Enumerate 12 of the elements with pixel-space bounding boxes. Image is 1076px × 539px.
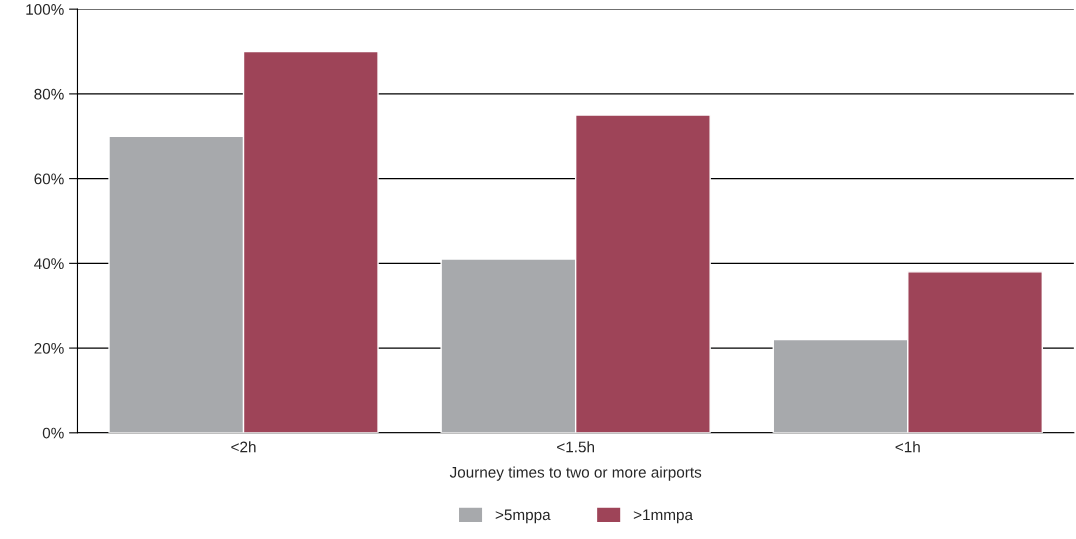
- legend-label: >5mppa: [495, 509, 551, 524]
- y-tick-label: 20%: [34, 342, 64, 354]
- y-tick-label: 80%: [34, 88, 64, 100]
- y-tick-label: 100%: [26, 4, 64, 15]
- y-tick-label: 40%: [34, 258, 64, 270]
- x-tick-label: <1.5h: [557, 441, 594, 453]
- x-axis-title: Journey times to two or more airports: [449, 466, 702, 481]
- x-tick-label: <1h: [895, 441, 920, 453]
- x-tick-label: <2h: [231, 441, 256, 453]
- legend-label: >1mmpa: [633, 509, 693, 524]
- y-tick-label: 0%: [42, 427, 64, 439]
- y-tick-label: 60%: [34, 173, 64, 185]
